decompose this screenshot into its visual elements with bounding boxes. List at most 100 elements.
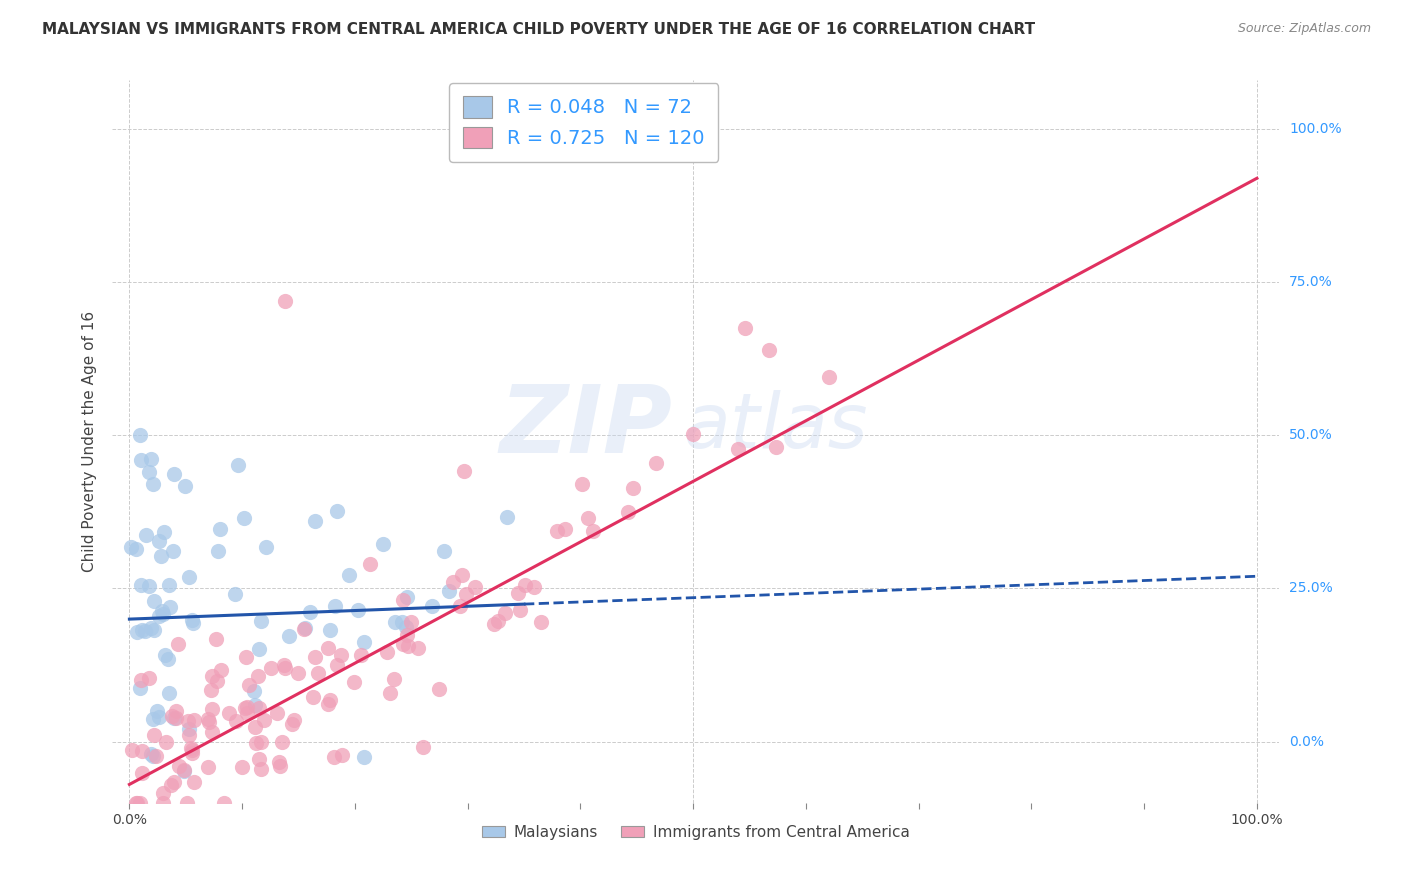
- Point: [159, 599, 181, 614]
- Point: [765, 441, 787, 455]
- Point: [233, 701, 256, 715]
- Point: [197, 712, 219, 726]
- Point: [235, 699, 257, 714]
- Point: [129, 681, 152, 695]
- Point: [486, 614, 509, 628]
- Text: 100.0%: 100.0%: [1289, 122, 1341, 136]
- Point: [205, 674, 228, 689]
- Point: [138, 579, 160, 593]
- Point: [157, 578, 180, 592]
- Point: [323, 749, 346, 764]
- Point: [304, 514, 326, 528]
- Point: [183, 774, 205, 789]
- Point: [142, 623, 165, 637]
- Point: [145, 749, 167, 764]
- Point: [353, 635, 375, 649]
- Point: [817, 370, 839, 384]
- Point: [218, 706, 240, 721]
- Point: [150, 549, 173, 563]
- Point: [207, 544, 229, 558]
- Point: [271, 734, 294, 748]
- Point: [129, 452, 152, 467]
- Point: [236, 706, 259, 720]
- Point: [162, 709, 184, 723]
- Point: [163, 711, 186, 725]
- Point: [280, 717, 302, 731]
- Point: [209, 663, 232, 677]
- Point: [139, 451, 162, 466]
- Point: [304, 650, 326, 665]
- Point: [253, 713, 276, 727]
- Point: [395, 620, 418, 634]
- Point: [155, 735, 177, 749]
- Point: [582, 524, 605, 538]
- Point: [326, 658, 349, 673]
- Point: [758, 343, 780, 358]
- Point: [453, 464, 475, 478]
- Point: [267, 755, 290, 769]
- Point: [644, 457, 666, 471]
- Point: [135, 528, 157, 542]
- Point: [515, 578, 537, 592]
- Point: [142, 477, 165, 491]
- Point: [496, 510, 519, 524]
- Point: [420, 599, 443, 613]
- Point: [441, 575, 464, 590]
- Point: [131, 744, 153, 758]
- Point: [391, 615, 413, 629]
- Point: [150, 603, 173, 617]
- Point: [201, 702, 224, 716]
- Point: [163, 467, 186, 482]
- Y-axis label: Child Poverty Under the Age of 16: Child Poverty Under the Age of 16: [82, 311, 97, 572]
- Point: [396, 628, 419, 642]
- Text: 0.0%: 0.0%: [1289, 735, 1324, 748]
- Point: [125, 796, 148, 810]
- Point: [734, 321, 756, 335]
- Point: [412, 739, 434, 754]
- Point: [124, 542, 146, 557]
- Point: [153, 524, 176, 539]
- Point: [347, 603, 370, 617]
- Point: [482, 617, 505, 632]
- Point: [176, 796, 198, 810]
- Point: [316, 698, 339, 712]
- Point: [138, 465, 160, 479]
- Point: [727, 442, 749, 456]
- Point: [145, 704, 167, 718]
- Point: [181, 742, 204, 756]
- Point: [121, 743, 143, 757]
- Point: [399, 615, 422, 629]
- Point: [494, 607, 516, 621]
- Point: [167, 759, 190, 773]
- Point: [292, 622, 315, 636]
- Point: [242, 684, 264, 698]
- Point: [277, 629, 299, 643]
- Point: [247, 669, 270, 683]
- Point: [554, 522, 576, 536]
- Point: [247, 701, 270, 715]
- Point: [129, 428, 152, 442]
- Point: [509, 603, 531, 617]
- Point: [173, 479, 195, 493]
- Point: [299, 605, 322, 619]
- Point: [384, 672, 406, 686]
- Point: [152, 796, 174, 810]
- Point: [392, 592, 415, 607]
- Point: [156, 652, 179, 666]
- Point: [250, 762, 273, 776]
- Text: 25.0%: 25.0%: [1289, 582, 1333, 596]
- Point: [396, 639, 419, 653]
- Point: [179, 722, 201, 736]
- Point: [274, 293, 297, 308]
- Point: [165, 704, 187, 718]
- Point: [138, 671, 160, 685]
- Point: [180, 741, 202, 756]
- Point: [287, 665, 309, 680]
- Point: [269, 759, 291, 773]
- Point: [375, 645, 398, 659]
- Point: [131, 624, 153, 638]
- Point: [682, 426, 704, 441]
- Point: [391, 637, 413, 651]
- Point: [233, 510, 256, 524]
- Point: [247, 752, 270, 766]
